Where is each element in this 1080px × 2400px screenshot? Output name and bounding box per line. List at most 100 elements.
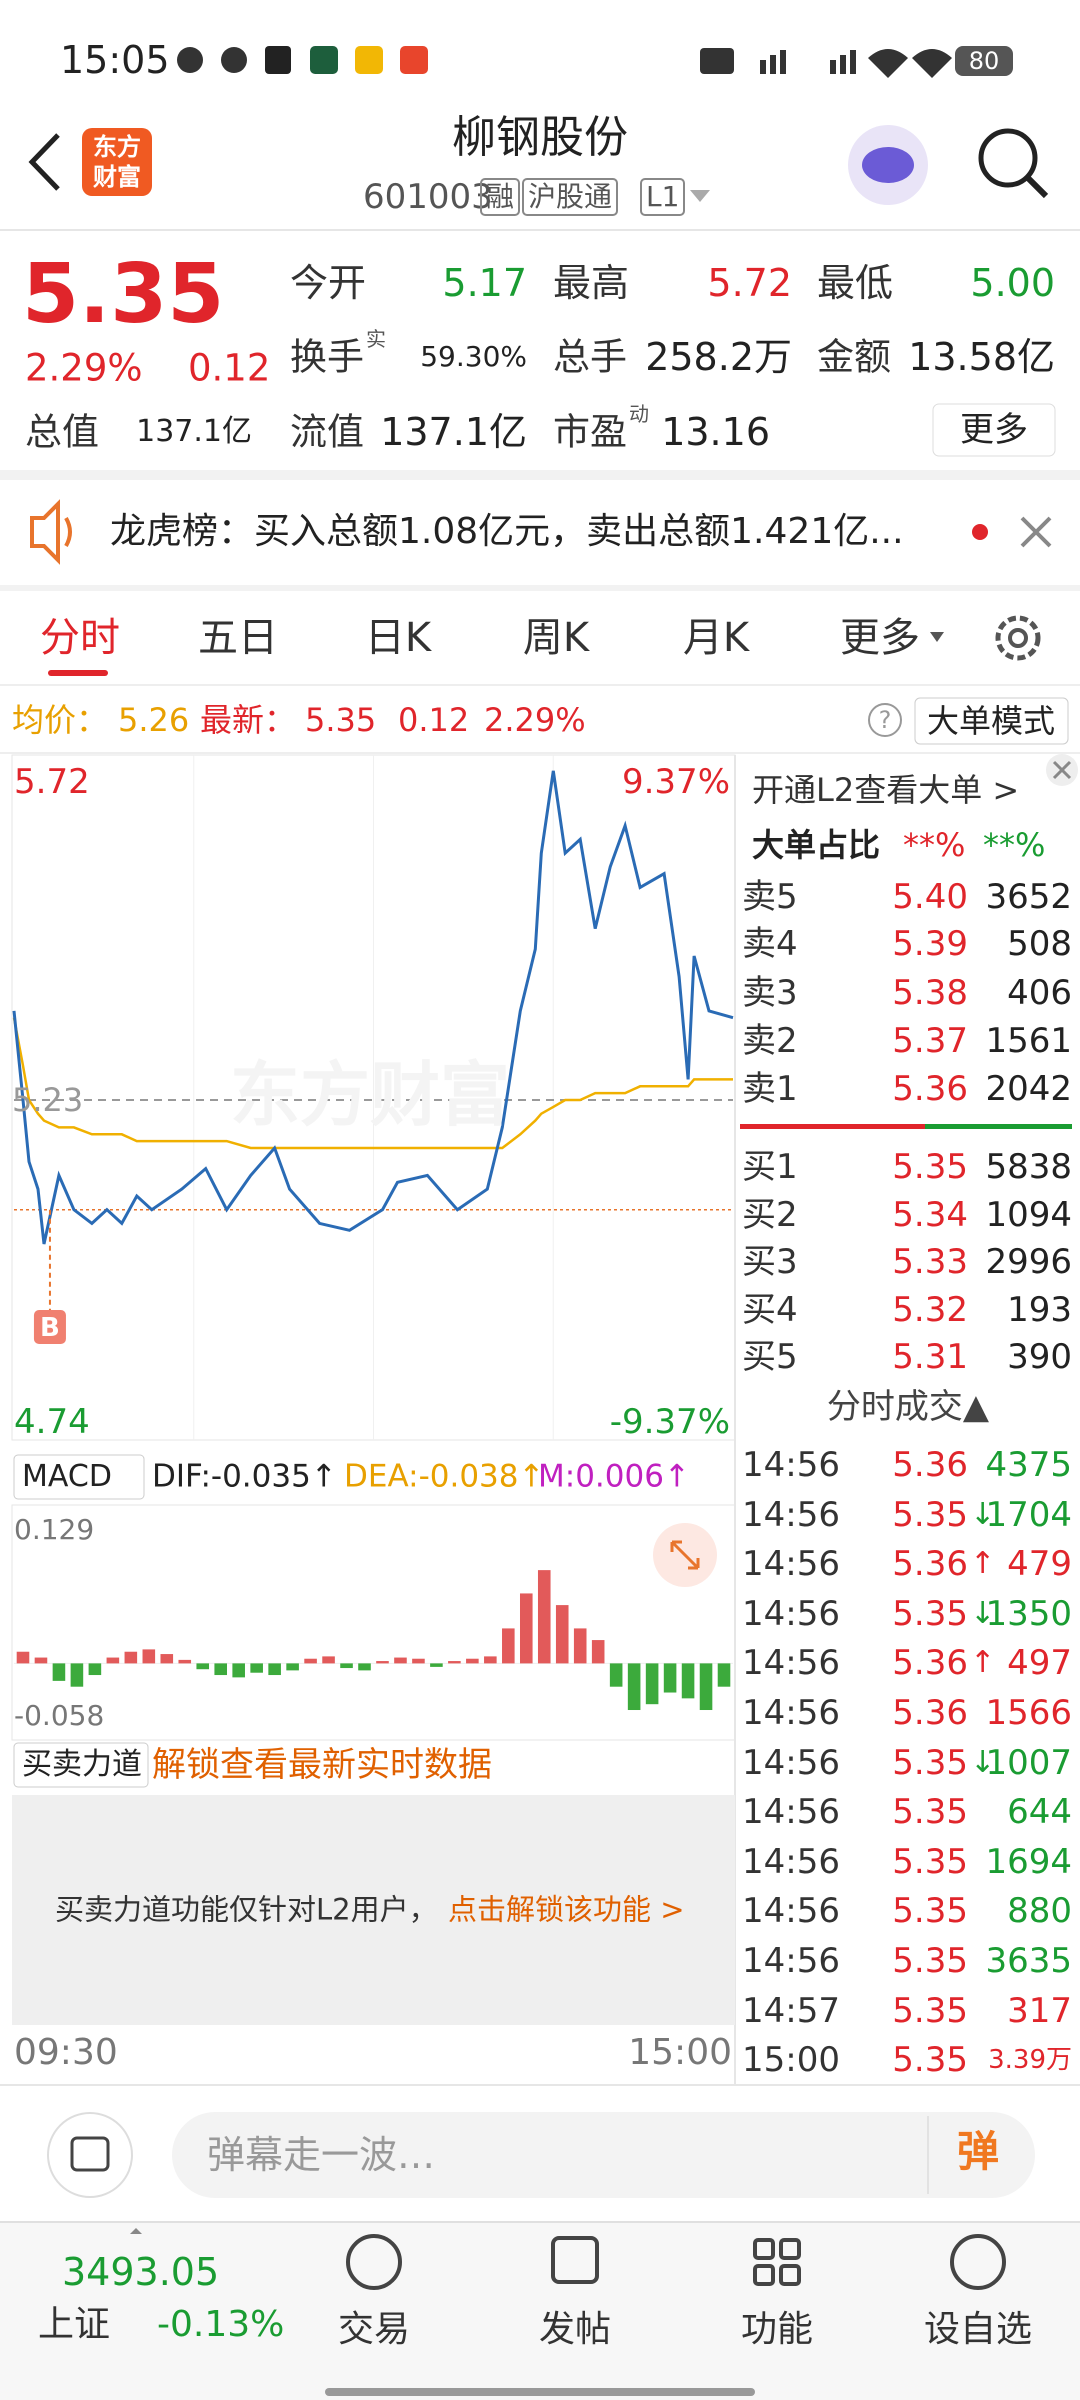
book-volume: 5838 [985,1147,1072,1187]
signal-icons [700,48,952,78]
change-pct: 2.29% [25,346,143,390]
index-change: -0.13% [157,2304,285,2345]
nav-item[interactable]: 交易 [337,2309,411,2350]
avg-value: 5.26 [118,701,190,739]
unlock-link[interactable]: 解锁查看最新实时数据 [152,1745,492,1785]
macd-bar [484,1656,497,1664]
book-volume: 406 [1007,973,1072,1013]
macd-bar [106,1657,120,1664]
tab[interactable]: 更多 [840,615,920,661]
stock-name: 柳钢股份 [452,112,628,163]
macd-bar [52,1663,66,1681]
stat-label: 市盈 [553,410,627,454]
mode-button[interactable] [914,697,1069,745]
comment-placeholder[interactable]: 弹幕走一波… [207,2133,436,2177]
help-button[interactable] [868,703,902,737]
trade-time: 14:56 [742,1693,840,1733]
trade-time: 14:56 [742,1941,840,1981]
search-handle [1025,175,1049,199]
search-button[interactable] [978,128,1038,188]
macd-bar [537,1570,551,1664]
book-label: 买2 [742,1195,798,1235]
settings-button[interactable] [995,615,1041,661]
stat-value: 5.72 [707,261,792,305]
book-label: 卖2 [742,1021,798,1061]
back-button[interactable] [28,133,60,191]
trade-volume: 1007 [985,1742,1072,1783]
mode-label[interactable]: 大单模式 [926,702,1056,740]
stat-value: 137.1亿 [136,414,252,449]
trade-volume: 497 [1007,1643,1072,1684]
stat-value: 13.16 [661,410,770,454]
trade-volume: 317 [1007,1990,1072,2031]
l2-banner[interactable]: 开通L2查看大单 > [752,771,1020,809]
trade-price: 5.35 [892,1941,968,1981]
tab[interactable]: 日K [364,615,432,661]
function-icon [753,2238,801,2286]
change: 0.12 [188,346,271,390]
divider [0,684,1080,686]
danmaku-toggle[interactable] [47,2112,133,2198]
trade-price: 5.35 [892,1593,968,1634]
book-volume: 3652 [985,877,1072,917]
macd-label[interactable]: MACD [22,1459,112,1494]
help-label[interactable]: ? [878,706,892,734]
bid-bar [925,1124,1072,1129]
logo-text: 东方 [93,133,141,161]
trade-volume: 3635 [985,1941,1072,1981]
tab[interactable]: 五日 [198,615,278,661]
tab[interactable]: 分时 [40,615,120,661]
macd-bar [591,1640,605,1664]
macd-bar [160,1654,174,1664]
speaker-wave [64,517,72,547]
book-price: 5.38 [892,973,968,1013]
y-min-label: -0.058 [14,1699,105,1732]
trade-price: 5.36 [892,1544,968,1585]
trade-price: 5.35 [892,1494,968,1535]
trade-arrow: ↓ [970,1744,996,1780]
nav-item[interactable]: 设自选 [923,2309,1033,2350]
app-icons [177,46,428,74]
watermark: 东方财富 [230,1054,510,1136]
nav-item[interactable]: 发帖 [538,2309,612,2350]
more-button[interactable] [932,403,1056,457]
tab[interactable]: 周K [522,615,590,661]
divider [0,229,1080,231]
force-label[interactable]: 买卖力道 [22,1747,142,1782]
force-link[interactable]: 点击解锁该功能 > [448,1892,685,1927]
macd-bar [394,1657,407,1664]
trade-volume: 1566 [985,1693,1072,1733]
macd-bar [412,1658,425,1664]
watchlist-icon [950,2234,1006,2290]
expand-arrow[interactable] [130,2228,142,2234]
trade-icon [346,2234,402,2290]
macd-bar [430,1663,443,1667]
tab[interactable]: 月K [682,615,750,661]
force-selector[interactable] [13,1742,149,1788]
close-button[interactable] [1020,516,1052,548]
macd-bar [70,1663,84,1687]
trades-title[interactable]: 分时成交▲ [826,1387,990,1427]
trade-time: 14:56 [742,1792,840,1833]
m-label: M:0.006↑ [538,1458,690,1495]
macd-bar [286,1663,299,1671]
macd-selector[interactable] [13,1454,145,1500]
more-button-label[interactable]: 更多 [960,410,1028,450]
change: 0.12 [398,701,470,739]
avg-line [12,1017,733,1150]
expand-icon [670,1540,700,1570]
trade-price: 5.35 [892,1792,968,1833]
danmaku-button[interactable]: 弹 [956,2127,1000,2176]
macd-bar [699,1663,713,1711]
divider [0,752,1080,754]
dropdown[interactable] [690,190,710,202]
book-price: 5.32 [892,1290,968,1330]
trade-price: 5.35 [892,1891,968,1932]
macd-frame [11,1504,736,1741]
book-label: 卖5 [742,877,798,917]
macd-bar [232,1663,245,1678]
comment-input[interactable] [172,2112,1035,2198]
pct-max-label: 9.37% [621,762,730,802]
nav-item[interactable]: 功能 [740,2309,814,2350]
dropdown[interactable] [930,632,944,642]
